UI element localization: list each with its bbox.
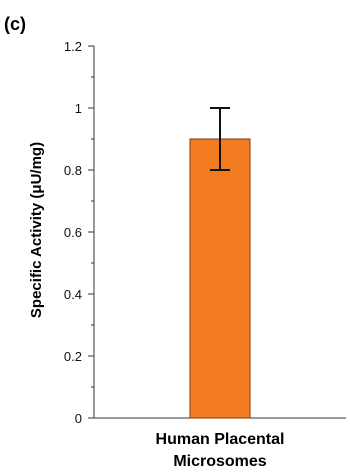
panel-label: (c) — [4, 14, 26, 34]
x-category-label: Microsomes — [173, 453, 266, 470]
y-axis: 0 0.2 0.4 0.6 0.8 1 1.2 — [64, 39, 95, 426]
bar — [189, 138, 251, 419]
y-tick-label: 1 — [75, 101, 82, 116]
y-tick-label: 0.4 — [64, 287, 82, 302]
y-tick-label: 0.6 — [64, 225, 82, 240]
bars — [189, 138, 251, 419]
y-tick-label: 1.2 — [64, 39, 82, 54]
x-category-label: Human Placental — [156, 431, 285, 448]
error-bars — [210, 107, 230, 171]
y-tick-label: 0.8 — [64, 163, 82, 178]
y-tick-label: 0 — [75, 411, 82, 426]
x-axis: Human Placental Microsomes — [94, 417, 346, 470]
y-tick-label: 0.2 — [64, 349, 82, 364]
y-axis-title: Specific Activity (μU/mg) — [28, 142, 45, 318]
